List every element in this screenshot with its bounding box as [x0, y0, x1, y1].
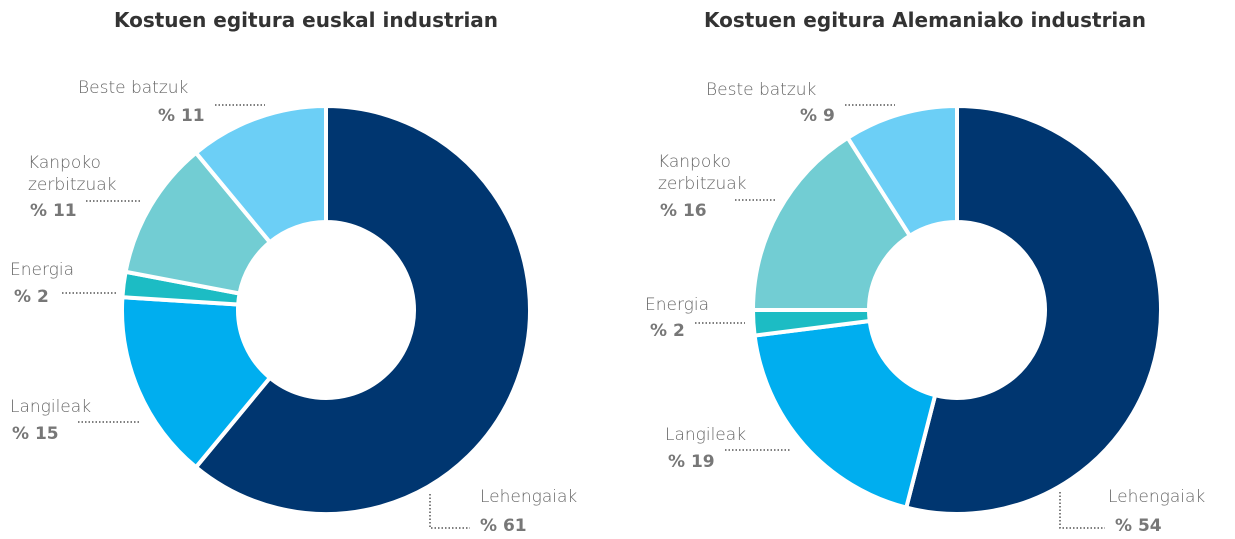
slice-label: Lehengaiak [480, 487, 578, 507]
slice-value-label: % 2 [650, 321, 685, 341]
leader-line [1059, 492, 1105, 529]
donut-slice [193, 103, 328, 246]
slice-value-label: % 2 [14, 287, 49, 307]
donut-slice [750, 134, 913, 312]
slice-label: Energia [645, 295, 710, 315]
slice-value-label: % 54 [1115, 516, 1162, 536]
donut-slice [193, 103, 532, 516]
slice-value-label: % 15 [12, 424, 59, 444]
slice-label: Lehengaiak [1108, 487, 1206, 507]
slice-value-label: % 16 [660, 201, 707, 221]
donut-slice [903, 103, 1163, 516]
slice-label: Langileak [665, 425, 747, 445]
slice-label: Energia [10, 260, 75, 280]
leader-line [429, 494, 470, 529]
slice-value-label: % 19 [668, 452, 715, 472]
slice-label: Kanpoko zerbitzuak [658, 152, 747, 194]
donut-slice [120, 295, 273, 471]
slice-value-label: % 11 [30, 201, 77, 221]
donut-slice [752, 318, 938, 511]
chart-title: Kostuen egitura euskal industrian [113, 8, 499, 32]
slice-label: Beste batzuk [78, 78, 189, 98]
slice-value-label: % 11 [158, 106, 205, 126]
slice-value-label: % 61 [480, 516, 527, 536]
slice-label: Langileak [10, 397, 92, 417]
donut-slice [844, 103, 959, 239]
slice-label: Beste batzuk [706, 80, 817, 100]
slice-label: Kanpoko zerbitzuak [28, 153, 117, 195]
chart-title: Kostuen egitura Alemaniako industrian [703, 8, 1147, 32]
slice-value-label: % 9 [800, 106, 835, 126]
